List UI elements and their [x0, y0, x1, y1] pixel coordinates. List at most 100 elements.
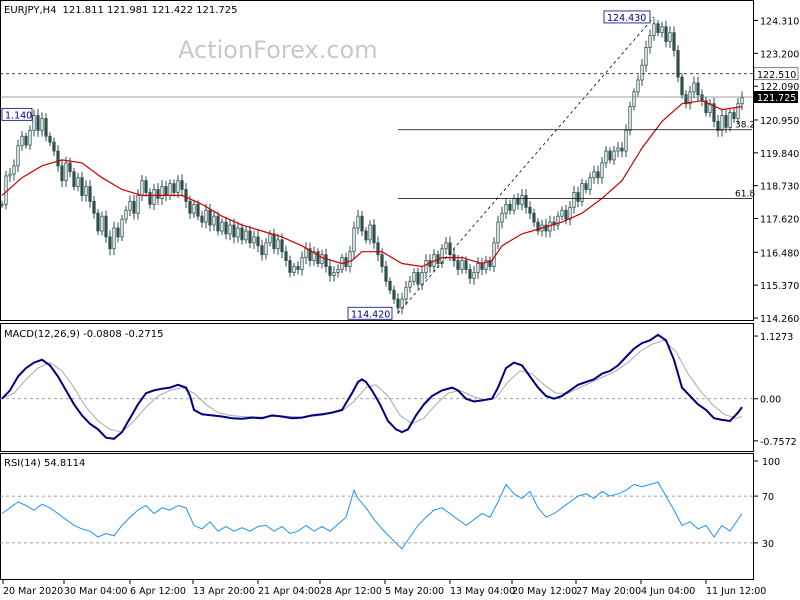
candle-body [76, 177, 80, 187]
candle-body [36, 115, 40, 131]
candle-body [688, 91, 692, 105]
current-price-tag [754, 91, 798, 104]
candle-body [48, 135, 52, 143]
candle-body [80, 177, 84, 196]
candle-body [412, 272, 416, 282]
rsi-tick-label: 30 [762, 539, 774, 550]
candle-body [396, 298, 400, 309]
candle-body [616, 147, 620, 152]
candle-body [384, 266, 388, 282]
candle-body [472, 272, 476, 279]
time-tick-label: 21 Apr 04:00 [258, 586, 320, 597]
macd-tick-label: 0.00 [760, 395, 781, 406]
candle-body [328, 266, 332, 276]
candle-body [560, 209, 564, 217]
rsi-title: RSI(14) 54.8114 [4, 458, 85, 469]
price-tick-label: 115.370 [760, 281, 799, 292]
candle-body [180, 180, 184, 190]
candle-body [120, 218, 124, 238]
candle-body [336, 269, 340, 273]
candle-body [704, 100, 708, 113]
price-callout-label: 114.420 [351, 309, 390, 320]
candle-body [144, 180, 148, 193]
ohlc-label: 121.811 121.981 121.422 121.725 [63, 5, 238, 16]
candle-body [228, 224, 232, 235]
price-tick-label: 114.260 [760, 314, 799, 325]
candle-body [600, 162, 604, 179]
candle-body [392, 289, 396, 300]
fib-level-label: 38.2 [735, 121, 755, 131]
candle-body [280, 239, 284, 253]
candle-body [148, 192, 152, 205]
candle-body [460, 260, 464, 270]
candle-body [268, 233, 272, 244]
candle-body [448, 242, 452, 256]
candle-body [444, 242, 448, 250]
macd-panel: MACD(12,26,9) -0.0808 -0.2715 1.1273 0.00… [0, 323, 797, 452]
candle-body [196, 203, 200, 217]
candle-body [692, 82, 696, 93]
candle-body [416, 272, 420, 285]
candle-body [548, 221, 552, 232]
price-tick-label: 118.730 [760, 182, 799, 193]
resistance-price-tag [753, 67, 799, 81]
candle-body [20, 135, 24, 147]
candle-body [164, 186, 168, 196]
candle-body [380, 254, 384, 267]
candle-body [556, 215, 560, 226]
candle-body [364, 230, 368, 241]
candle-body [596, 171, 600, 179]
candle-body [696, 82, 700, 96]
candle-body [376, 242, 380, 256]
candle-body [112, 227, 116, 250]
candle-body [96, 212, 100, 232]
candle-body [424, 260, 428, 273]
candle-body [604, 150, 608, 164]
macd-signal-line [1, 339, 743, 433]
candle-body [680, 76, 684, 96]
candle-body [172, 183, 176, 193]
candle-body [640, 64, 644, 81]
candle-body [668, 32, 672, 42]
candle-body [316, 251, 320, 264]
candle-body [288, 260, 292, 273]
time-tick-label: 28 Apr 12:00 [320, 586, 382, 597]
candle-body [300, 257, 304, 270]
candle-body [420, 272, 424, 285]
candle-body [264, 242, 268, 256]
candle-body [60, 165, 64, 182]
candle-body [176, 180, 180, 193]
candle-body [132, 200, 136, 214]
candle-body [252, 236, 256, 244]
candle-body [664, 26, 668, 42]
candle-body [372, 224, 376, 244]
candle-body [28, 129, 32, 146]
candle-body [312, 251, 316, 261]
candle-body [624, 129, 628, 152]
candle-body [400, 298, 404, 309]
candle-body [88, 186, 92, 202]
candle-body [128, 200, 132, 211]
candle-body [168, 183, 172, 196]
time-tick-label: 13 May 04:00 [450, 586, 515, 597]
price-tick-label: 123.200 [760, 49, 799, 60]
candle-body [136, 195, 140, 214]
candle-body [152, 189, 156, 205]
resistance-price-label: 122.510 [757, 70, 796, 81]
candle-body [356, 215, 360, 229]
candle-body [84, 186, 88, 196]
price-tick-label: 117.620 [760, 215, 799, 226]
candle-body [256, 236, 260, 247]
trendline [397, 16, 655, 314]
candle-body [568, 206, 572, 220]
price-callout-label: 1.140 [5, 110, 32, 121]
rsi-tick-label: 100 [762, 457, 780, 468]
price-overlay: 38.2 61.8 122.510 121.725 1.140 124.430 114.42… [0, 10, 799, 320]
candle-body [208, 209, 212, 226]
candle-body [360, 215, 364, 232]
candle-body [64, 162, 68, 182]
candle-body [592, 171, 596, 179]
candle-body [440, 248, 444, 264]
price-tick-label: 124.310 [760, 17, 799, 28]
